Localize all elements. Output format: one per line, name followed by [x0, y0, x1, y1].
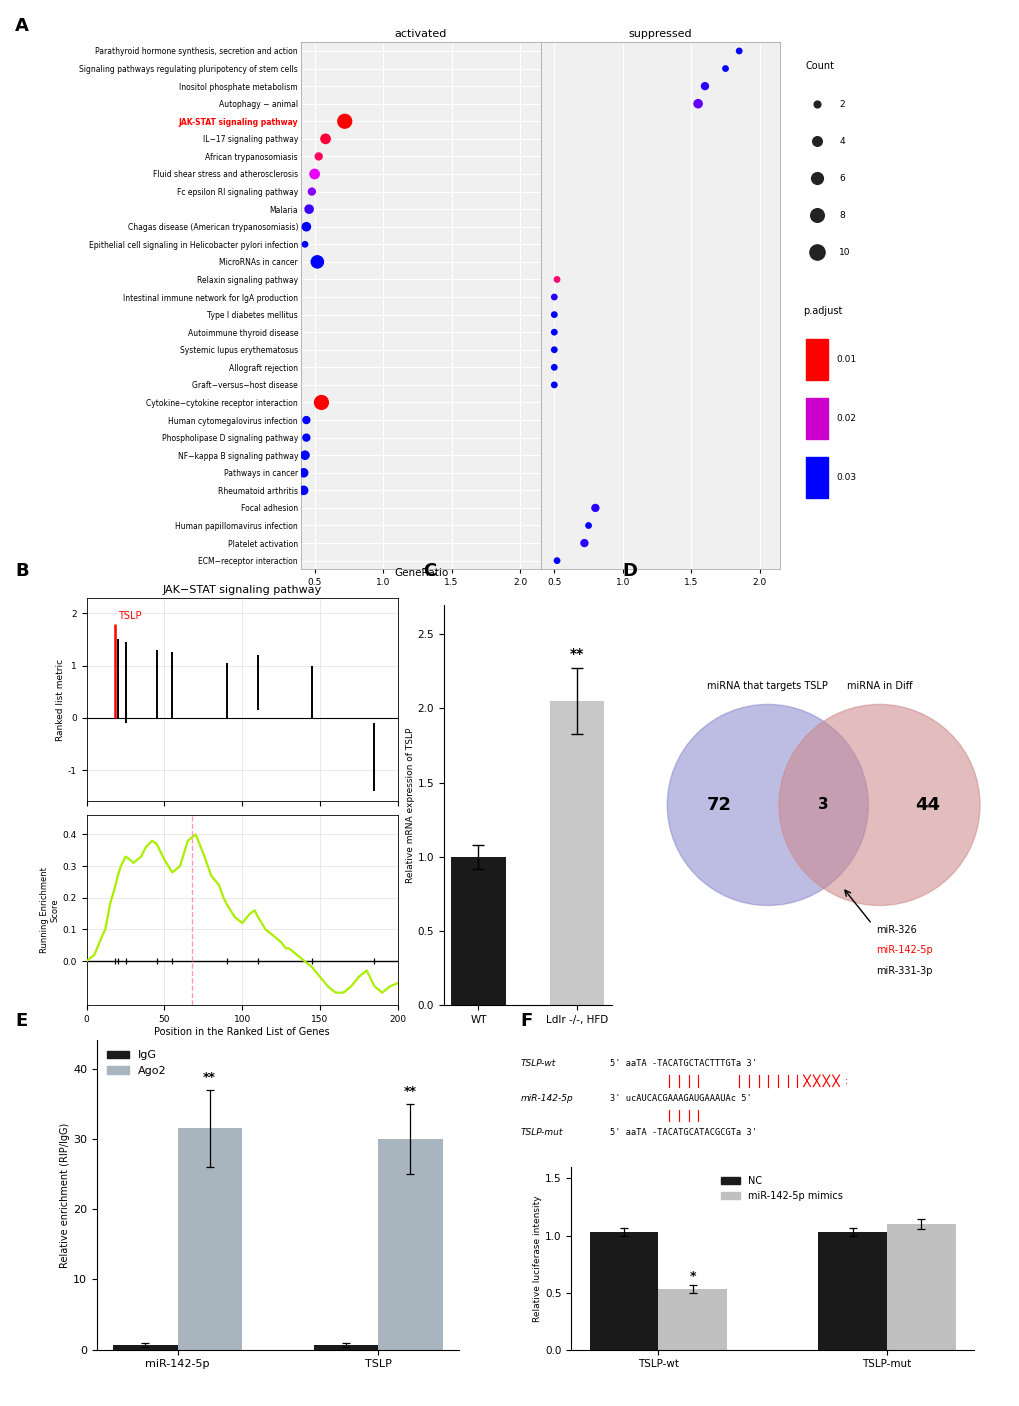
Point [545, 304, 561, 326]
Text: E: E [15, 1012, 28, 1031]
Text: **: ** [203, 1071, 216, 1084]
Title: suppressed: suppressed [628, 28, 692, 38]
Point [545, 356, 561, 378]
Text: 10: 10 [839, 247, 850, 257]
Text: 5' aaTA -TACATGCTACTTTGTa 3': 5' aaTA -TACATGCTACTTTGTa 3' [609, 1059, 756, 1069]
Point [545, 285, 561, 308]
Text: miR-331-3p: miR-331-3p [875, 966, 931, 976]
Point [313, 391, 329, 413]
Point [716, 58, 733, 80]
Y-axis label: Relative enrichment (RIP/IgG): Relative enrichment (RIP/IgG) [60, 1122, 70, 1268]
Point [297, 233, 313, 256]
Point [576, 531, 592, 554]
Y-axis label: Relative luciferase intensity: Relative luciferase intensity [533, 1195, 541, 1322]
Point [301, 198, 317, 221]
Bar [451, 856, 505, 1005]
Text: TSLP: TSLP [118, 612, 142, 621]
Point [297, 444, 313, 467]
Point [548, 550, 565, 572]
Point [731, 39, 747, 62]
Text: 3' ucAUCACGAAAGAUGAAAUAc 5': 3' ucAUCACGAAAGAUGAAAUAc 5' [609, 1094, 751, 1102]
Text: Count: Count [805, 60, 834, 70]
Text: **: ** [404, 1085, 417, 1098]
Text: 6: 6 [839, 174, 844, 183]
Point [580, 515, 596, 537]
Legend: IgG, Ago2: IgG, Ago2 [102, 1046, 171, 1080]
Text: 8: 8 [839, 211, 844, 219]
Text: A: A [15, 17, 30, 35]
Text: 72: 72 [706, 796, 732, 814]
Text: miRNA in Diff: miRNA in Diff [846, 681, 911, 690]
Point [545, 339, 561, 361]
Text: miR-326: miR-326 [875, 925, 916, 935]
Bar [887, 1225, 955, 1350]
Bar [805, 457, 827, 498]
Text: **: ** [570, 647, 584, 661]
Bar [378, 1139, 442, 1350]
Text: 44: 44 [914, 796, 940, 814]
Circle shape [666, 704, 867, 905]
Point [689, 93, 705, 115]
Point [317, 128, 333, 150]
Text: 5' aaTA -TACATGCATACGCGTa 3': 5' aaTA -TACATGCATACGCGTa 3' [609, 1128, 756, 1137]
Bar [805, 398, 827, 439]
Point [298, 409, 314, 432]
Text: F: F [520, 1012, 532, 1031]
Text: TSLP-wt: TSLP-wt [520, 1059, 555, 1069]
Point [309, 250, 325, 273]
Text: 0.02: 0.02 [836, 413, 856, 423]
Text: 0.03: 0.03 [836, 472, 856, 482]
Circle shape [779, 704, 979, 905]
Text: miR-142-5p: miR-142-5p [875, 945, 931, 955]
Bar [314, 1344, 378, 1350]
Y-axis label: Ranked list metric: Ranked list metric [56, 658, 65, 741]
Point [808, 167, 824, 190]
Text: 3: 3 [817, 797, 828, 813]
X-axis label: Position in the Ranked List of Genes: Position in the Ranked List of Genes [154, 1026, 330, 1036]
Bar [817, 1232, 887, 1350]
Bar [589, 1232, 657, 1350]
Bar [177, 1128, 242, 1350]
Text: 0.01: 0.01 [836, 354, 856, 364]
Point [304, 180, 320, 202]
Point [336, 110, 353, 132]
Y-axis label: Running Enrichment
Score: Running Enrichment Score [41, 868, 60, 953]
Point [548, 269, 565, 291]
Point [306, 163, 322, 186]
Point [808, 204, 824, 226]
Text: 4: 4 [839, 136, 844, 146]
Point [545, 321, 561, 343]
Text: C: C [423, 562, 436, 581]
Point [545, 374, 561, 396]
Point [808, 93, 824, 115]
Bar [549, 702, 603, 1005]
Title: activated: activated [394, 28, 446, 38]
Point [298, 215, 314, 238]
Point [296, 479, 312, 502]
Text: miRNA that targets TSLP: miRNA that targets TSLP [706, 681, 827, 690]
Text: TSLP-mut: TSLP-mut [520, 1128, 562, 1137]
Title: JAK−STAT signaling pathway: JAK−STAT signaling pathway [162, 585, 322, 595]
Legend: NC, miR-142-5p mimics: NC, miR-142-5p mimics [716, 1171, 846, 1205]
Point [296, 461, 312, 484]
Text: 2: 2 [839, 100, 844, 108]
Text: D: D [622, 562, 637, 581]
Point [310, 145, 326, 167]
Point [587, 496, 603, 519]
Bar [805, 339, 827, 380]
Bar [113, 1344, 177, 1350]
Point [808, 129, 824, 152]
Text: p.adjust: p.adjust [802, 307, 842, 316]
Text: B: B [15, 562, 29, 581]
Text: miR-142-5p: miR-142-5p [520, 1094, 573, 1102]
Point [298, 426, 314, 449]
Y-axis label: Relative mRNA expression of TSLP: Relative mRNA expression of TSLP [406, 727, 414, 883]
Bar [657, 1289, 727, 1350]
Point [696, 75, 712, 97]
Text: :: : [844, 1076, 847, 1085]
Point [808, 240, 824, 263]
Text: *: * [689, 1270, 695, 1282]
Text: GeneRatio: GeneRatio [393, 568, 448, 578]
